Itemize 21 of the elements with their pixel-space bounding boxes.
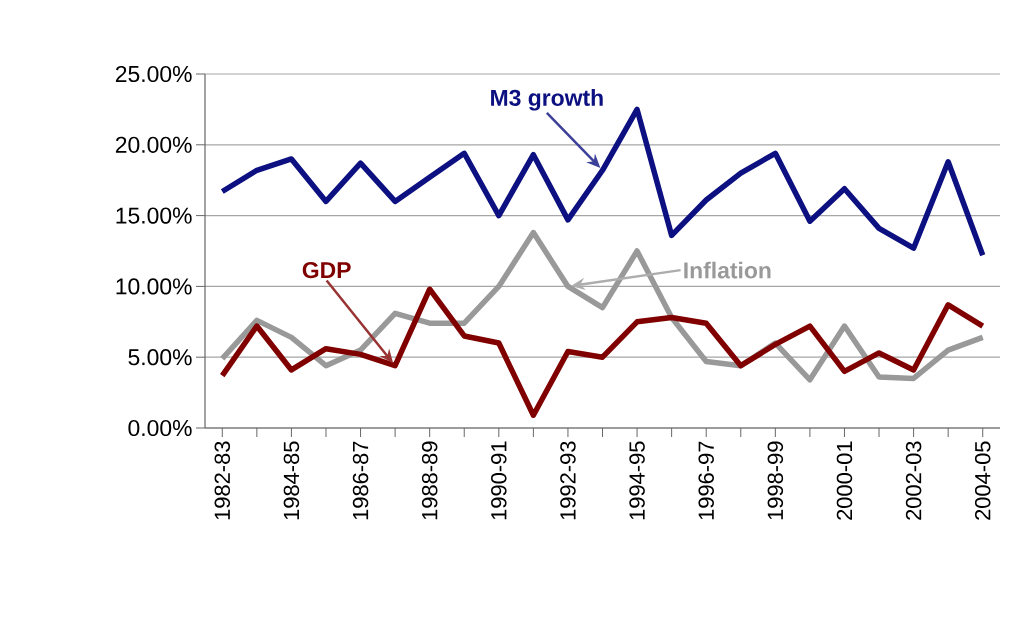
y-tick-label: 0.00% (128, 419, 192, 437)
x-tick-label: 1992-93 (560, 441, 576, 520)
x-tick-label: 1988-89 (421, 441, 438, 520)
x-tick-label: 2004-05 (974, 441, 991, 520)
text: GDP (302, 262, 351, 279)
y-tick-label: 5.00% (128, 349, 192, 366)
y-tick-label: 20.00% (115, 136, 192, 153)
series-label: Inflation (684, 261, 771, 279)
x-tick-label: 2002-03 (905, 441, 922, 520)
x-tick-label: 2000-01 (836, 441, 853, 520)
x-tick-label: 1998-99 (767, 441, 784, 520)
x-tick-label: 1990-91 (491, 441, 507, 520)
x-tick-label: 1984-85 (283, 441, 300, 520)
x-tick-label: 1994-95 (629, 441, 645, 520)
series-label: M3 growth (491, 89, 603, 111)
x-tick-label: 1982-83 (214, 441, 231, 520)
y-tick-label: 25.00% (115, 65, 192, 83)
x-tick-label: 1986-87 (352, 441, 369, 520)
x-tick-label: 1996-97 (698, 441, 714, 520)
y-tick-label: 10.00% (116, 278, 192, 295)
y-tick-label: 15.00% (116, 207, 192, 224)
